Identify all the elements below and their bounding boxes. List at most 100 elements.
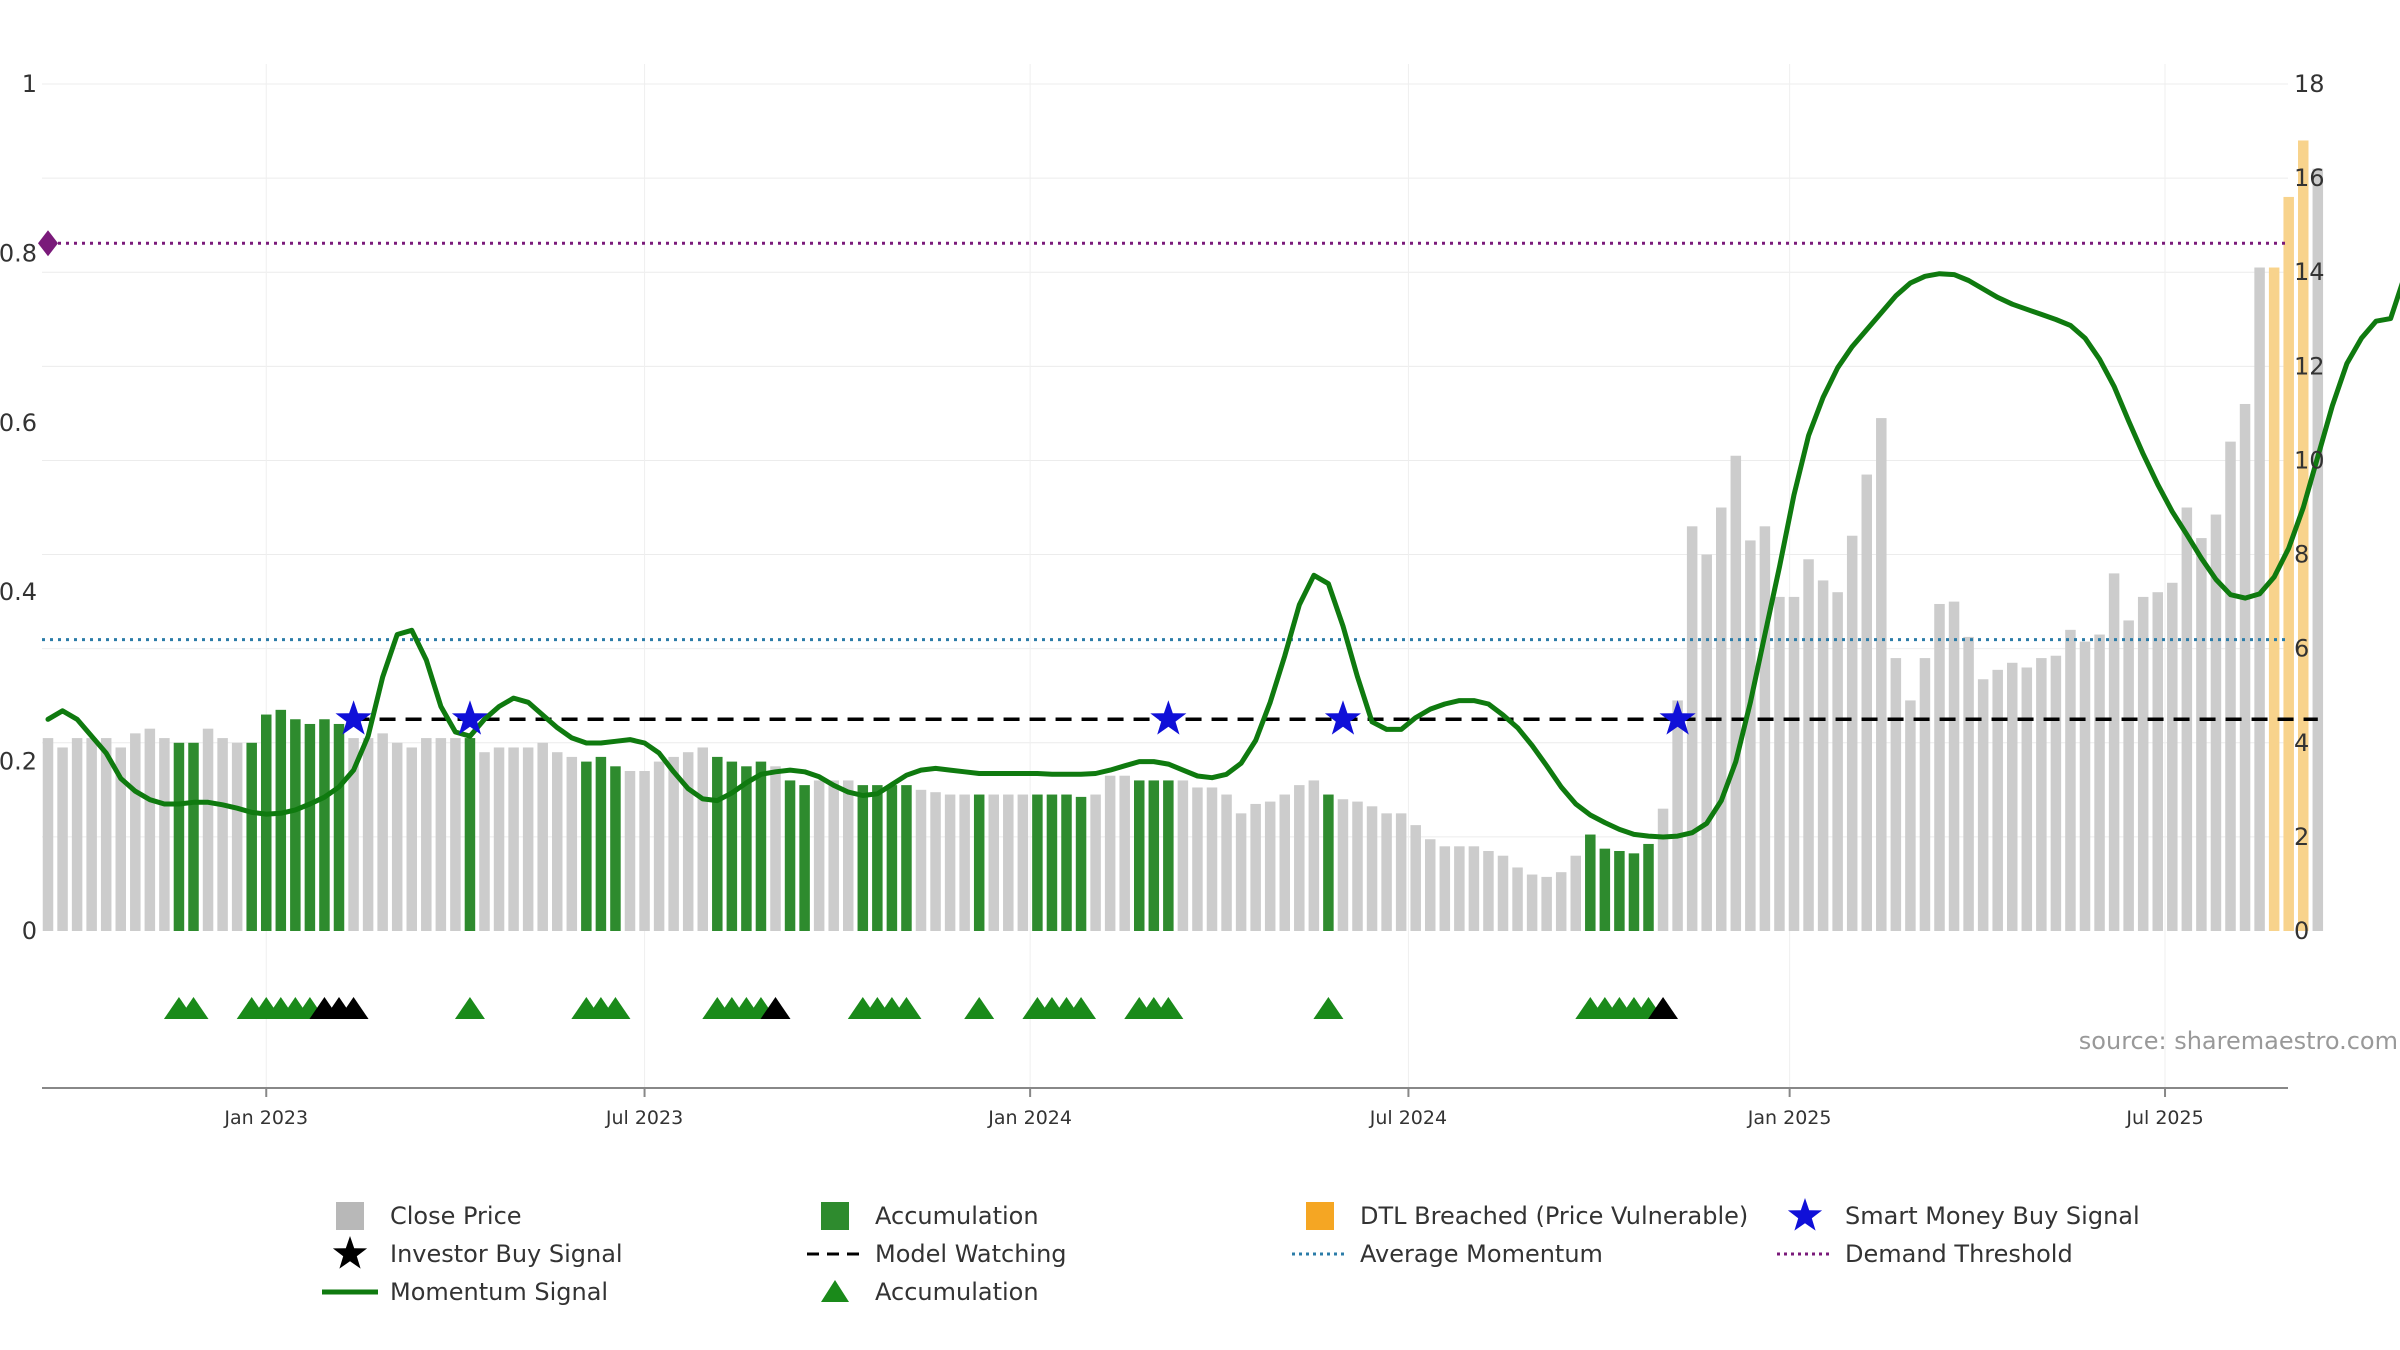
legend-item-close-price: Close Price xyxy=(320,1200,522,1232)
close-price-bar xyxy=(1919,658,1931,931)
right-axis-tick-label: 8 xyxy=(2294,541,2309,569)
close-price-bar xyxy=(1264,801,1276,931)
accumulation-bar xyxy=(1599,848,1611,931)
dtl-breached-bar xyxy=(2268,267,2280,931)
accumulation-bar xyxy=(261,714,272,931)
close-price-bar xyxy=(1250,803,1261,931)
legend: Close Price Accumulation DTL Breached (P… xyxy=(320,1198,2220,1310)
legend-close-price-swatch xyxy=(320,1200,380,1232)
close-price-bar xyxy=(1774,596,1785,931)
legend-item-investor-buy: Investor Buy Signal xyxy=(320,1236,623,1270)
close-price-bar xyxy=(2007,662,2018,931)
accumulation-marker xyxy=(178,997,209,1019)
x-tick-label: Jul 2024 xyxy=(1369,1107,1447,1129)
close-price-bar xyxy=(159,738,170,931)
close-price-bar xyxy=(348,738,359,931)
right-axis-tick-label: 0 xyxy=(2294,917,2309,945)
momentum-signal-line xyxy=(45,271,2400,840)
close-price-bar xyxy=(1090,794,1101,931)
close-price-bar xyxy=(930,792,941,931)
x-tick-label: Jan 2025 xyxy=(1747,1107,1832,1129)
accumulation-bar xyxy=(1075,796,1087,931)
close-price-bar xyxy=(1192,787,1203,931)
close-price-bar xyxy=(915,789,927,931)
accumulation-bar xyxy=(886,785,898,931)
legend-momentum-signal-label: Momentum Signal xyxy=(390,1278,609,1306)
close-price-bar xyxy=(1395,813,1407,931)
accumulation-bar xyxy=(464,738,476,931)
close-price-bar xyxy=(2036,658,2047,931)
accumulation-bar xyxy=(290,719,301,931)
close-price-bar xyxy=(1294,785,1305,931)
legend-dtl-label: DTL Breached (Price Vulnerable) xyxy=(1360,1202,1749,1230)
accumulation-bar xyxy=(304,723,316,931)
accumulation-bar xyxy=(173,742,185,931)
close-price-bar xyxy=(1003,794,1014,931)
accumulation-bar xyxy=(973,794,985,931)
investor-buy-marker xyxy=(760,997,791,1019)
accumulation-bar xyxy=(857,785,869,931)
signal-markers xyxy=(163,997,1679,1019)
close-price-bar xyxy=(1279,794,1290,931)
close-price-bar xyxy=(1497,855,1509,931)
close-price-bar xyxy=(1017,794,1029,931)
legend-item-model-watching: Model Watching xyxy=(805,1238,1067,1270)
legend-average-momentum-label: Average Momentum xyxy=(1360,1240,1603,1268)
close-price-bar xyxy=(1817,580,1829,931)
close-price-bar xyxy=(2225,441,2236,931)
close-price-bar xyxy=(1104,775,1116,931)
legend-accumulation-swatch xyxy=(805,1200,865,1232)
smart-money-signals xyxy=(335,700,1696,735)
close-price-bar xyxy=(508,747,519,931)
accumulation-bar xyxy=(726,761,738,931)
close-price-bar xyxy=(1730,455,1742,931)
close-price-bar xyxy=(1119,775,1130,931)
close-price-bar xyxy=(57,747,68,931)
accumulation-bar xyxy=(784,780,796,931)
close-price-bar xyxy=(130,733,141,931)
close-price-bar xyxy=(421,738,432,931)
accumulation-bar xyxy=(610,766,621,931)
smart-money-star xyxy=(1659,700,1696,735)
accumulation-bar xyxy=(872,785,883,931)
close-price-bar xyxy=(2239,403,2251,931)
accumulation-bar xyxy=(1163,780,1174,931)
gridlines xyxy=(42,64,2288,1088)
close-price-bar xyxy=(86,738,97,931)
close-price-bar xyxy=(2079,641,2091,931)
close-price-bar xyxy=(377,733,388,931)
close-price-bar xyxy=(1977,679,1989,931)
close-price-bar xyxy=(1468,846,1480,931)
smart-money-star xyxy=(451,700,488,735)
close-price-bar xyxy=(450,738,461,931)
close-price-bar xyxy=(1454,846,1465,931)
close-price-bar xyxy=(1701,554,1712,931)
right-axis-tick-label: 18 xyxy=(2294,70,2325,98)
bars xyxy=(42,140,2324,931)
legend-investor-buy-label: Investor Buy Signal xyxy=(390,1240,623,1268)
close-price-bar xyxy=(1861,474,1872,931)
legend-dtl-swatch xyxy=(1290,1200,1350,1232)
close-price-bar xyxy=(1686,526,1698,931)
left-axis-tick-label: 0.4 xyxy=(0,578,37,606)
legend-close-price-label: Close Price xyxy=(390,1202,522,1230)
close-price-bar xyxy=(2050,655,2062,931)
close-price-bar xyxy=(493,747,505,931)
close-price-bar xyxy=(624,771,636,931)
accumulation-bar xyxy=(333,723,345,931)
accumulation-bar xyxy=(1032,794,1043,931)
close-price-bar xyxy=(2137,596,2149,931)
close-price-bar xyxy=(1846,535,1858,931)
accumulation-bar xyxy=(799,785,810,931)
close-price-bar xyxy=(231,742,243,931)
close-price-bar xyxy=(2123,620,2134,931)
close-price-bar xyxy=(1876,418,1887,931)
left-axis-tick-label: 0.6 xyxy=(0,409,37,437)
accumulation-bar xyxy=(275,709,287,931)
close-price-bar xyxy=(2210,514,2222,931)
left-axis-tick-label: 0.2 xyxy=(0,748,37,776)
close-price-bar xyxy=(566,756,578,931)
close-price-bar xyxy=(42,738,54,931)
close-price-bar xyxy=(1206,787,1218,931)
close-price-bar xyxy=(2312,168,2324,931)
